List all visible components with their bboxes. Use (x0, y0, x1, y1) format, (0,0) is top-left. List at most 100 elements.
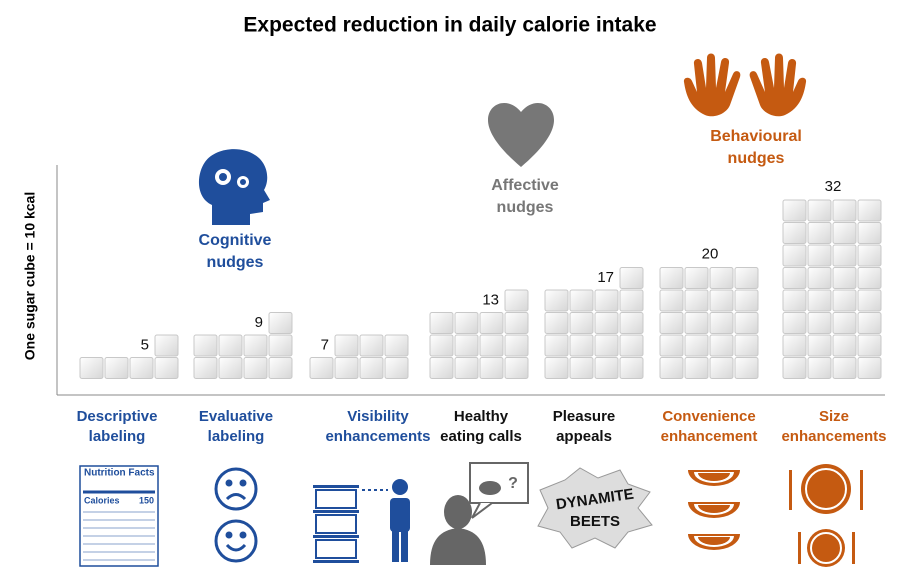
sugar-cube (619, 267, 644, 289)
sugar-cube (359, 334, 384, 357)
cube-stack (79, 334, 179, 379)
sugar-cube (429, 334, 454, 357)
sugar-cube (659, 289, 684, 312)
sugar-cube (684, 289, 709, 312)
sugar-cube (832, 199, 857, 222)
melon-icon (688, 470, 740, 550)
sugar-cube (594, 334, 619, 357)
sugar-cube (619, 357, 644, 379)
sugar-cube (857, 334, 882, 357)
sugar-cube (807, 312, 832, 334)
sugar-cube (268, 334, 293, 357)
sugar-cube (857, 244, 882, 267)
sugar-cube (154, 357, 179, 379)
sugar-cube (569, 312, 594, 334)
sugar-cube (857, 222, 882, 244)
sugar-cube (684, 267, 709, 289)
sugar-cube (734, 267, 759, 289)
sugar-cube (359, 357, 384, 379)
sugar-cube (454, 334, 479, 357)
shelf-icon (313, 479, 410, 563)
cube-stack (782, 199, 882, 379)
sugar-cube (782, 199, 807, 222)
sugar-cube (504, 357, 529, 379)
icon-text: 150 (139, 495, 154, 505)
sugar-cube (619, 312, 644, 334)
value-label: 17 (597, 269, 614, 286)
sugar-cube (807, 222, 832, 244)
sugar-cube (857, 357, 882, 379)
sugar-cube (594, 357, 619, 379)
sugar-cube (782, 312, 807, 334)
icon-text: Nutrition Facts (84, 468, 155, 479)
plates-icon (789, 464, 863, 567)
sugar-cube (832, 289, 857, 312)
sugar-cube (429, 312, 454, 334)
sugar-cube (659, 312, 684, 334)
sugar-cube (832, 244, 857, 267)
category-label: enhancements (781, 428, 886, 445)
sugar-cube (709, 289, 734, 312)
sugar-cube (857, 199, 882, 222)
sugar-cube (619, 334, 644, 357)
sugar-cube (504, 289, 529, 312)
sugar-cube (782, 222, 807, 244)
sugar-cube (857, 267, 882, 289)
sugar-cube (569, 357, 594, 379)
sugar-cube (807, 289, 832, 312)
icon-text: BEETS (570, 513, 620, 530)
sugar-cube (479, 357, 504, 379)
icon-text: Calories (84, 495, 120, 505)
sugar-cube (807, 357, 832, 379)
category-label: Evaluative (199, 408, 273, 425)
sugar-cube (79, 357, 104, 379)
nutrition-label-icon: Nutrition Facts Calories 150 (79, 465, 159, 567)
sugar-cube (709, 267, 734, 289)
sugar-cube (857, 289, 882, 312)
icon-text: ? (508, 475, 518, 492)
sugar-cube (832, 267, 857, 289)
sugar-cube (807, 244, 832, 267)
category-label: labeling (89, 428, 146, 445)
sugar-cube (544, 289, 569, 312)
sugar-cube (504, 312, 529, 334)
sugar-cube (129, 357, 154, 379)
value-label: 13 (482, 291, 499, 308)
sugar-cube (782, 289, 807, 312)
sugar-cube (268, 312, 293, 334)
sugar-cube (709, 312, 734, 334)
category-label: Size (819, 408, 849, 425)
sugar-cube (384, 334, 409, 357)
sugar-cube (243, 334, 268, 357)
sugar-cube (544, 357, 569, 379)
sugar-cube (782, 267, 807, 289)
sugar-cube (734, 334, 759, 357)
group-label: nudges (497, 199, 554, 216)
sugar-cube (218, 357, 243, 379)
sugar-cube (832, 222, 857, 244)
sugar-cube (334, 334, 359, 357)
speaker-icon: ? (430, 462, 529, 565)
sugar-cube (782, 334, 807, 357)
category-label: labeling (208, 428, 265, 445)
sugar-cube (544, 334, 569, 357)
sugar-cube (454, 357, 479, 379)
category-label: enhancements (325, 428, 430, 445)
hands-icon (683, 53, 807, 117)
sugar-cube (782, 357, 807, 379)
sugar-cube (454, 312, 479, 334)
faces-icon (214, 467, 258, 563)
sugar-cube (619, 289, 644, 312)
sugar-cube (594, 312, 619, 334)
category-label: Descriptive (77, 408, 158, 425)
sugar-cube (832, 357, 857, 379)
sugar-cube (807, 267, 832, 289)
sugar-cube (193, 357, 218, 379)
group-label: nudges (728, 150, 785, 167)
sugar-cube (193, 334, 218, 357)
sugar-cube (594, 289, 619, 312)
sugar-cube (684, 312, 709, 334)
category-label: Healthy (454, 408, 509, 425)
sugar-cube (832, 312, 857, 334)
category-label: Visibility (347, 408, 409, 425)
